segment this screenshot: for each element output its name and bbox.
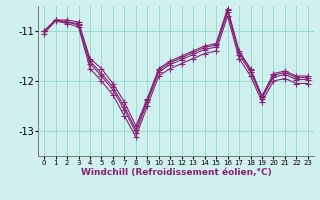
X-axis label: Windchill (Refroidissement éolien,°C): Windchill (Refroidissement éolien,°C) — [81, 168, 271, 177]
